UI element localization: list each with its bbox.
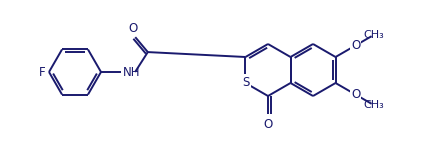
- Text: F: F: [40, 66, 46, 78]
- Text: O: O: [351, 39, 360, 52]
- Text: O: O: [129, 22, 138, 35]
- Text: O: O: [263, 118, 273, 131]
- Text: NH: NH: [123, 66, 141, 78]
- Text: CH₃: CH₃: [363, 30, 384, 40]
- Text: CH₃: CH₃: [363, 100, 384, 110]
- Text: S: S: [242, 76, 249, 90]
- Text: O: O: [351, 88, 360, 101]
